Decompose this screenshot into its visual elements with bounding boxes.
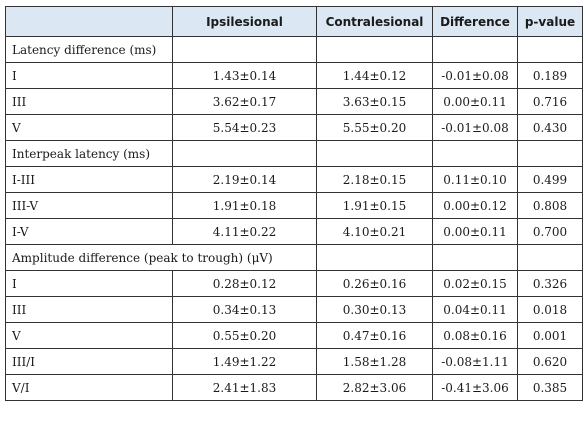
table-row: I-V 4.11±0.22 4.10±0.21 0.00±0.11 0.700 — [5, 218, 583, 245]
table-row: III 3.62±0.17 3.63±0.15 0.00±0.11 0.716 — [5, 88, 583, 115]
empty-cell — [432, 36, 518, 63]
ipsilesional-value: 3.62±0.17 — [172, 88, 317, 115]
empty-cell — [316, 244, 433, 271]
header-cell-p-value: p-value — [517, 6, 583, 37]
row-label: III/I — [5, 348, 173, 375]
table-row: V 5.54±0.23 5.55±0.20 -0.01±0.08 0.430 — [5, 114, 583, 141]
contralesional-value: 1.91±0.15 — [316, 192, 433, 219]
ipsilesional-value: 1.49±1.22 — [172, 348, 317, 375]
ipsilesional-value: 0.34±0.13 — [172, 296, 317, 323]
empty-cell — [172, 140, 317, 167]
contralesional-value: 5.55±0.20 — [316, 114, 433, 141]
p-value: 0.700 — [517, 218, 583, 245]
table-row: V 0.55±0.20 0.47±0.16 0.08±0.16 0.001 — [5, 322, 583, 349]
row-label: I — [5, 62, 173, 89]
header-cell-ipsilesional: Ipsilesional — [172, 6, 317, 37]
header-cell-difference: Difference — [432, 6, 518, 37]
empty-cell — [517, 140, 583, 167]
row-label: III-V — [5, 192, 173, 219]
difference-value: 0.02±0.15 — [432, 270, 518, 297]
difference-value: -0.41±3.06 — [432, 374, 518, 401]
empty-cell — [316, 36, 433, 63]
difference-value: 0.04±0.11 — [432, 296, 518, 323]
header-cell-contralesional: Contralesional — [316, 6, 433, 37]
contralesional-value: 3.63±0.15 — [316, 88, 433, 115]
row-label: V — [5, 114, 173, 141]
difference-value: 0.00±0.11 — [432, 218, 518, 245]
table-row: III-V 1.91±0.18 1.91±0.15 0.00±0.12 0.80… — [5, 192, 583, 219]
difference-value: 0.11±0.10 — [432, 166, 518, 193]
p-value: 0.189 — [517, 62, 583, 89]
difference-value: 0.00±0.11 — [432, 88, 518, 115]
header-cell-measure — [5, 6, 173, 37]
row-label: I-III — [5, 166, 173, 193]
section-title: Interpeak latency (ms) — [5, 140, 173, 167]
results-table: Ipsilesional Contralesional Difference p… — [5, 6, 583, 401]
section-row-latency-difference: Latency difference (ms) — [5, 36, 583, 63]
contralesional-value: 0.26±0.16 — [316, 270, 433, 297]
p-value: 0.018 — [517, 296, 583, 323]
contralesional-value: 0.47±0.16 — [316, 322, 433, 349]
empty-cell — [517, 244, 583, 271]
row-label: III — [5, 296, 173, 323]
contralesional-value: 2.18±0.15 — [316, 166, 433, 193]
difference-value: 0.08±0.16 — [432, 322, 518, 349]
table-header: Ipsilesional Contralesional Difference p… — [5, 6, 583, 37]
empty-cell — [172, 36, 317, 63]
header-row: Ipsilesional Contralesional Difference p… — [5, 6, 583, 37]
section-row-interpeak-latency: Interpeak latency (ms) — [5, 140, 583, 167]
table-row: III 0.34±0.13 0.30±0.13 0.04±0.11 0.018 — [5, 296, 583, 323]
ipsilesional-value: 4.11±0.22 — [172, 218, 317, 245]
ipsilesional-value: 5.54±0.23 — [172, 114, 317, 141]
difference-value: -0.08±1.11 — [432, 348, 518, 375]
p-value: 0.326 — [517, 270, 583, 297]
table-body: Latency difference (ms) I 1.43±0.14 1.44… — [5, 36, 583, 401]
section-title: Latency difference (ms) — [5, 36, 173, 63]
empty-cell — [517, 36, 583, 63]
section-row-amplitude-difference: Amplitude difference (peak to trough) (μ… — [5, 244, 583, 271]
ipsilesional-value: 1.91±0.18 — [172, 192, 317, 219]
contralesional-value: 4.10±0.21 — [316, 218, 433, 245]
row-label: V — [5, 322, 173, 349]
p-value: 0.716 — [517, 88, 583, 115]
empty-cell — [316, 140, 433, 167]
ipsilesional-value: 2.41±1.83 — [172, 374, 317, 401]
contralesional-value: 1.44±0.12 — [316, 62, 433, 89]
ipsilesional-value: 1.43±0.14 — [172, 62, 317, 89]
p-value: 0.808 — [517, 192, 583, 219]
p-value: 0.001 — [517, 322, 583, 349]
ipsilesional-value: 0.28±0.12 — [172, 270, 317, 297]
p-value: 0.385 — [517, 374, 583, 401]
row-label: III — [5, 88, 173, 115]
table-row: III/I 1.49±1.22 1.58±1.28 -0.08±1.11 0.6… — [5, 348, 583, 375]
table-row: V/I 2.41±1.83 2.82±3.06 -0.41±3.06 0.385 — [5, 374, 583, 401]
row-label: I-V — [5, 218, 173, 245]
table-row: I 0.28±0.12 0.26±0.16 0.02±0.15 0.326 — [5, 270, 583, 297]
difference-value: -0.01±0.08 — [432, 114, 518, 141]
section-title: Amplitude difference (peak to trough) (μ… — [5, 244, 317, 271]
table-row: I 1.43±0.14 1.44±0.12 -0.01±0.08 0.189 — [5, 62, 583, 89]
ipsilesional-value: 2.19±0.14 — [172, 166, 317, 193]
p-value: 0.620 — [517, 348, 583, 375]
row-label: I — [5, 270, 173, 297]
table-row: I-III 2.19±0.14 2.18±0.15 0.11±0.10 0.49… — [5, 166, 583, 193]
contralesional-value: 2.82±3.06 — [316, 374, 433, 401]
empty-cell — [432, 244, 518, 271]
difference-value: 0.00±0.12 — [432, 192, 518, 219]
row-label: V/I — [5, 374, 173, 401]
difference-value: -0.01±0.08 — [432, 62, 518, 89]
p-value: 0.499 — [517, 166, 583, 193]
contralesional-value: 0.30±0.13 — [316, 296, 433, 323]
p-value: 0.430 — [517, 114, 583, 141]
ipsilesional-value: 0.55±0.20 — [172, 322, 317, 349]
contralesional-value: 1.58±1.28 — [316, 348, 433, 375]
empty-cell — [432, 140, 518, 167]
